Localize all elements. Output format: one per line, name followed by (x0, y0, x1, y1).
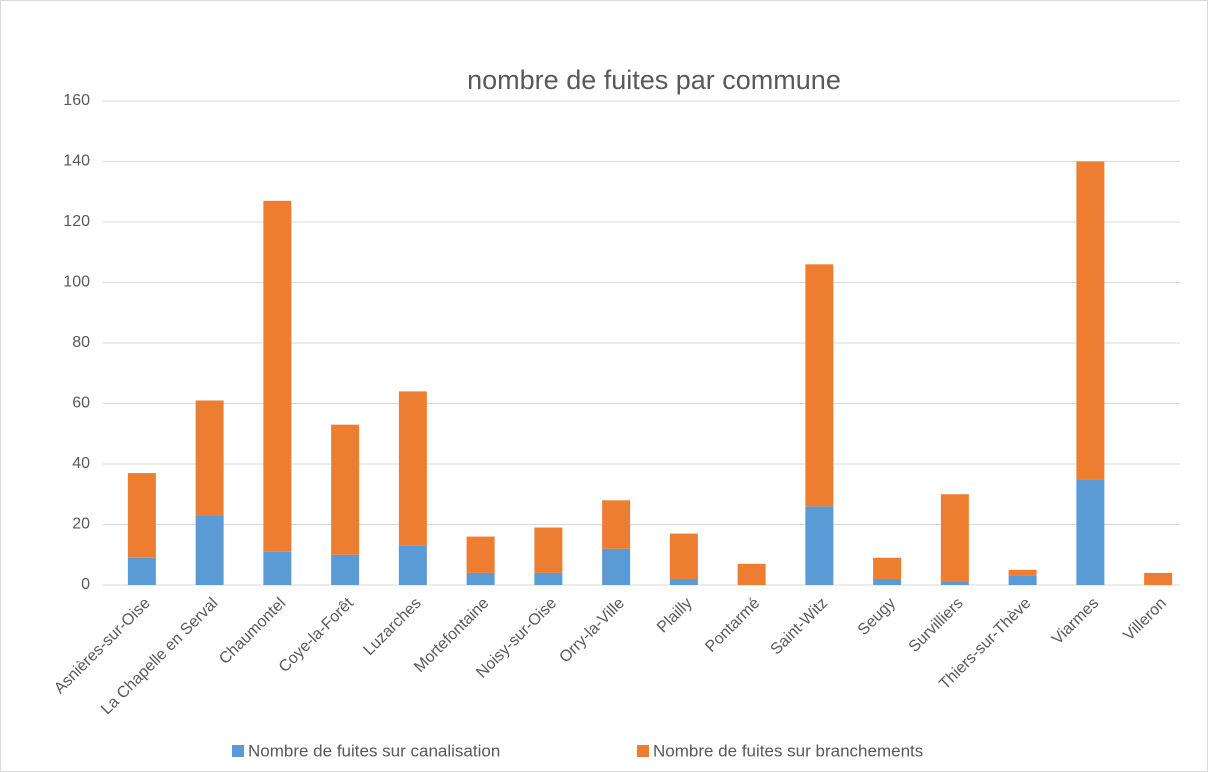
legend-swatch (637, 745, 649, 757)
bar-segment (127, 557, 156, 585)
bar-segment (331, 424, 360, 555)
bar-segment (534, 527, 563, 573)
bar-segment (195, 400, 224, 516)
bar-segment (127, 473, 156, 558)
bar-segment (873, 578, 902, 585)
bar-segment (331, 554, 360, 585)
y-tick-label: 100 (63, 274, 90, 291)
bar-segment (1008, 569, 1037, 576)
bar-segment (805, 264, 834, 507)
y-tick-label: 60 (72, 395, 90, 412)
bar-segment (669, 578, 698, 585)
bar-segment (195, 515, 224, 585)
bar-segment (1144, 572, 1173, 585)
chart-title: nombre de fuites par commune (467, 65, 841, 95)
y-tick-label: 40 (72, 455, 90, 472)
bar-segment (1076, 479, 1105, 585)
bar-segment (940, 494, 969, 582)
bar-segment (1076, 161, 1105, 480)
bar-segment (398, 391, 427, 546)
bar-segment (669, 533, 698, 579)
bar-segment (263, 551, 292, 585)
y-tick-label: 80 (72, 334, 90, 351)
y-tick-label: 0 (81, 576, 90, 593)
bar-segment (263, 200, 292, 552)
legend-swatch (232, 745, 244, 757)
legend-label: Nombre de fuites sur canalisation (248, 741, 500, 760)
bar-segment (466, 536, 495, 573)
bar-segment (602, 548, 631, 585)
y-tick-label: 140 (63, 153, 90, 170)
legend-label: Nombre de fuites sur branchements (653, 741, 923, 760)
bar-segment (398, 545, 427, 585)
bar-segment (466, 572, 495, 585)
bar-segment (873, 557, 902, 579)
bar-segment (534, 572, 563, 585)
bar-segment (805, 506, 834, 585)
bar-segment (940, 581, 969, 585)
y-tick-label: 120 (63, 213, 90, 230)
y-tick-label: 160 (63, 92, 90, 109)
bar-segment (737, 563, 766, 585)
bar-segment (602, 500, 631, 549)
bar-segment (1008, 575, 1037, 585)
y-tick-label: 20 (72, 516, 90, 533)
